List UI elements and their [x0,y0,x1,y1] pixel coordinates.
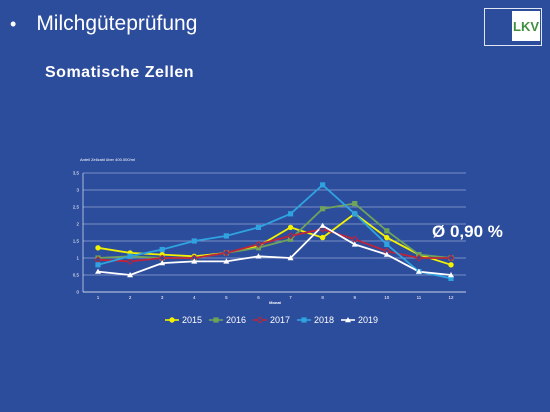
data-point-2017 [254,240,262,248]
data-point-2019 [319,222,326,228]
data-point-2019 [287,255,294,261]
legend-label-2018: 2018 [314,315,334,325]
data-point-2017 [287,232,295,240]
data-point-2017 [222,249,230,257]
data-point-2016 [384,228,390,234]
data-point-2018 [223,233,229,239]
lkv-logo: LKV [484,8,542,46]
x-tick-label: 7 [289,295,292,300]
data-point-2019 [351,241,358,247]
y-tick-label: 3 [76,188,79,193]
lkv-logo-text: LKV [512,11,540,41]
data-point-2018 [287,211,294,217]
legend-label-2016: 2016 [226,315,246,325]
data-point-2018 [384,241,390,247]
data-point-2017 [126,257,134,265]
legend-marker-2018 [301,317,307,323]
legend-label-2017: 2017 [270,315,290,325]
slide-title-text: Milchgüteprüfung [36,12,198,35]
data-point-2018 [255,224,262,230]
data-point-2018 [95,262,101,268]
series-line-2019 [97,224,452,276]
data-point-2016 [320,206,326,212]
data-point-2016 [352,201,358,207]
y-tick-label: 2,5 [73,205,80,210]
data-point-2019 [223,258,230,264]
legend-marker-2019 [345,317,351,323]
data-point-2019 [415,268,422,274]
x-tick-label: 12 [448,295,454,300]
data-point-2019 [255,253,262,259]
data-point-2017 [447,254,455,262]
y-tick-label: 1,5 [73,239,80,244]
data-point-2017 [351,235,359,243]
slide-title: • Milchgüteprüfung [10,12,197,36]
data-point-2019 [383,251,390,257]
data-point-2015 [95,245,101,251]
legend-marker-2015 [169,317,175,323]
y-tick-label: 3,5 [73,171,80,176]
bullet-point: • [10,13,17,34]
series-line-2017 [97,228,451,263]
series-line-2018 [97,183,452,280]
data-point-2017 [415,254,423,262]
data-point-2018 [191,238,197,244]
legend-label-2015: 2015 [182,315,202,325]
y-tick-label: 2 [76,222,79,227]
data-point-2015 [287,224,294,231]
y-axis-label: Anteil Zellzahl über 400.000/ml [80,157,135,162]
x-tick-label: 11 [417,295,422,300]
x-axis-label: Monat [269,300,281,305]
y-tick-label: 0,5 [73,273,80,278]
data-point-2019 [191,258,198,264]
data-point-2018 [320,182,326,188]
data-point-2019 [159,260,166,266]
average-annotation: Ø 0,90 % [432,222,503,241]
y-tick-label: 0 [76,290,79,295]
legend-marker-2016 [213,317,219,323]
data-point-2018 [127,253,133,259]
series-line-2015 [97,212,452,266]
data-point-2019 [127,272,134,278]
x-tick-label: 6 [257,295,260,300]
x-tick-label: 4 [193,295,196,300]
legend-label-2019: 2019 [358,315,378,325]
x-tick-label: 5 [225,295,228,300]
y-tick-label: 1 [76,256,79,261]
x-tick-label: 2 [129,295,132,300]
data-point-2019 [95,268,101,274]
data-point-2015 [384,234,390,241]
x-tick-label: 10 [384,295,390,300]
series-line-2016 [97,202,452,259]
x-tick-label: 8 [321,295,324,300]
data-point-2018 [352,211,358,217]
slide-subtitle: Somatische Zellen [45,64,194,81]
x-tick-label: 3 [161,295,164,300]
legend-marker-2017 [256,316,264,324]
data-point-2015 [448,262,454,268]
data-point-2015 [319,234,326,241]
x-tick-label: 9 [353,295,356,300]
data-point-2019 [448,272,454,278]
data-point-2018 [159,246,165,253]
x-tick-label: 1 [97,295,100,300]
data-point-2018 [448,275,454,281]
